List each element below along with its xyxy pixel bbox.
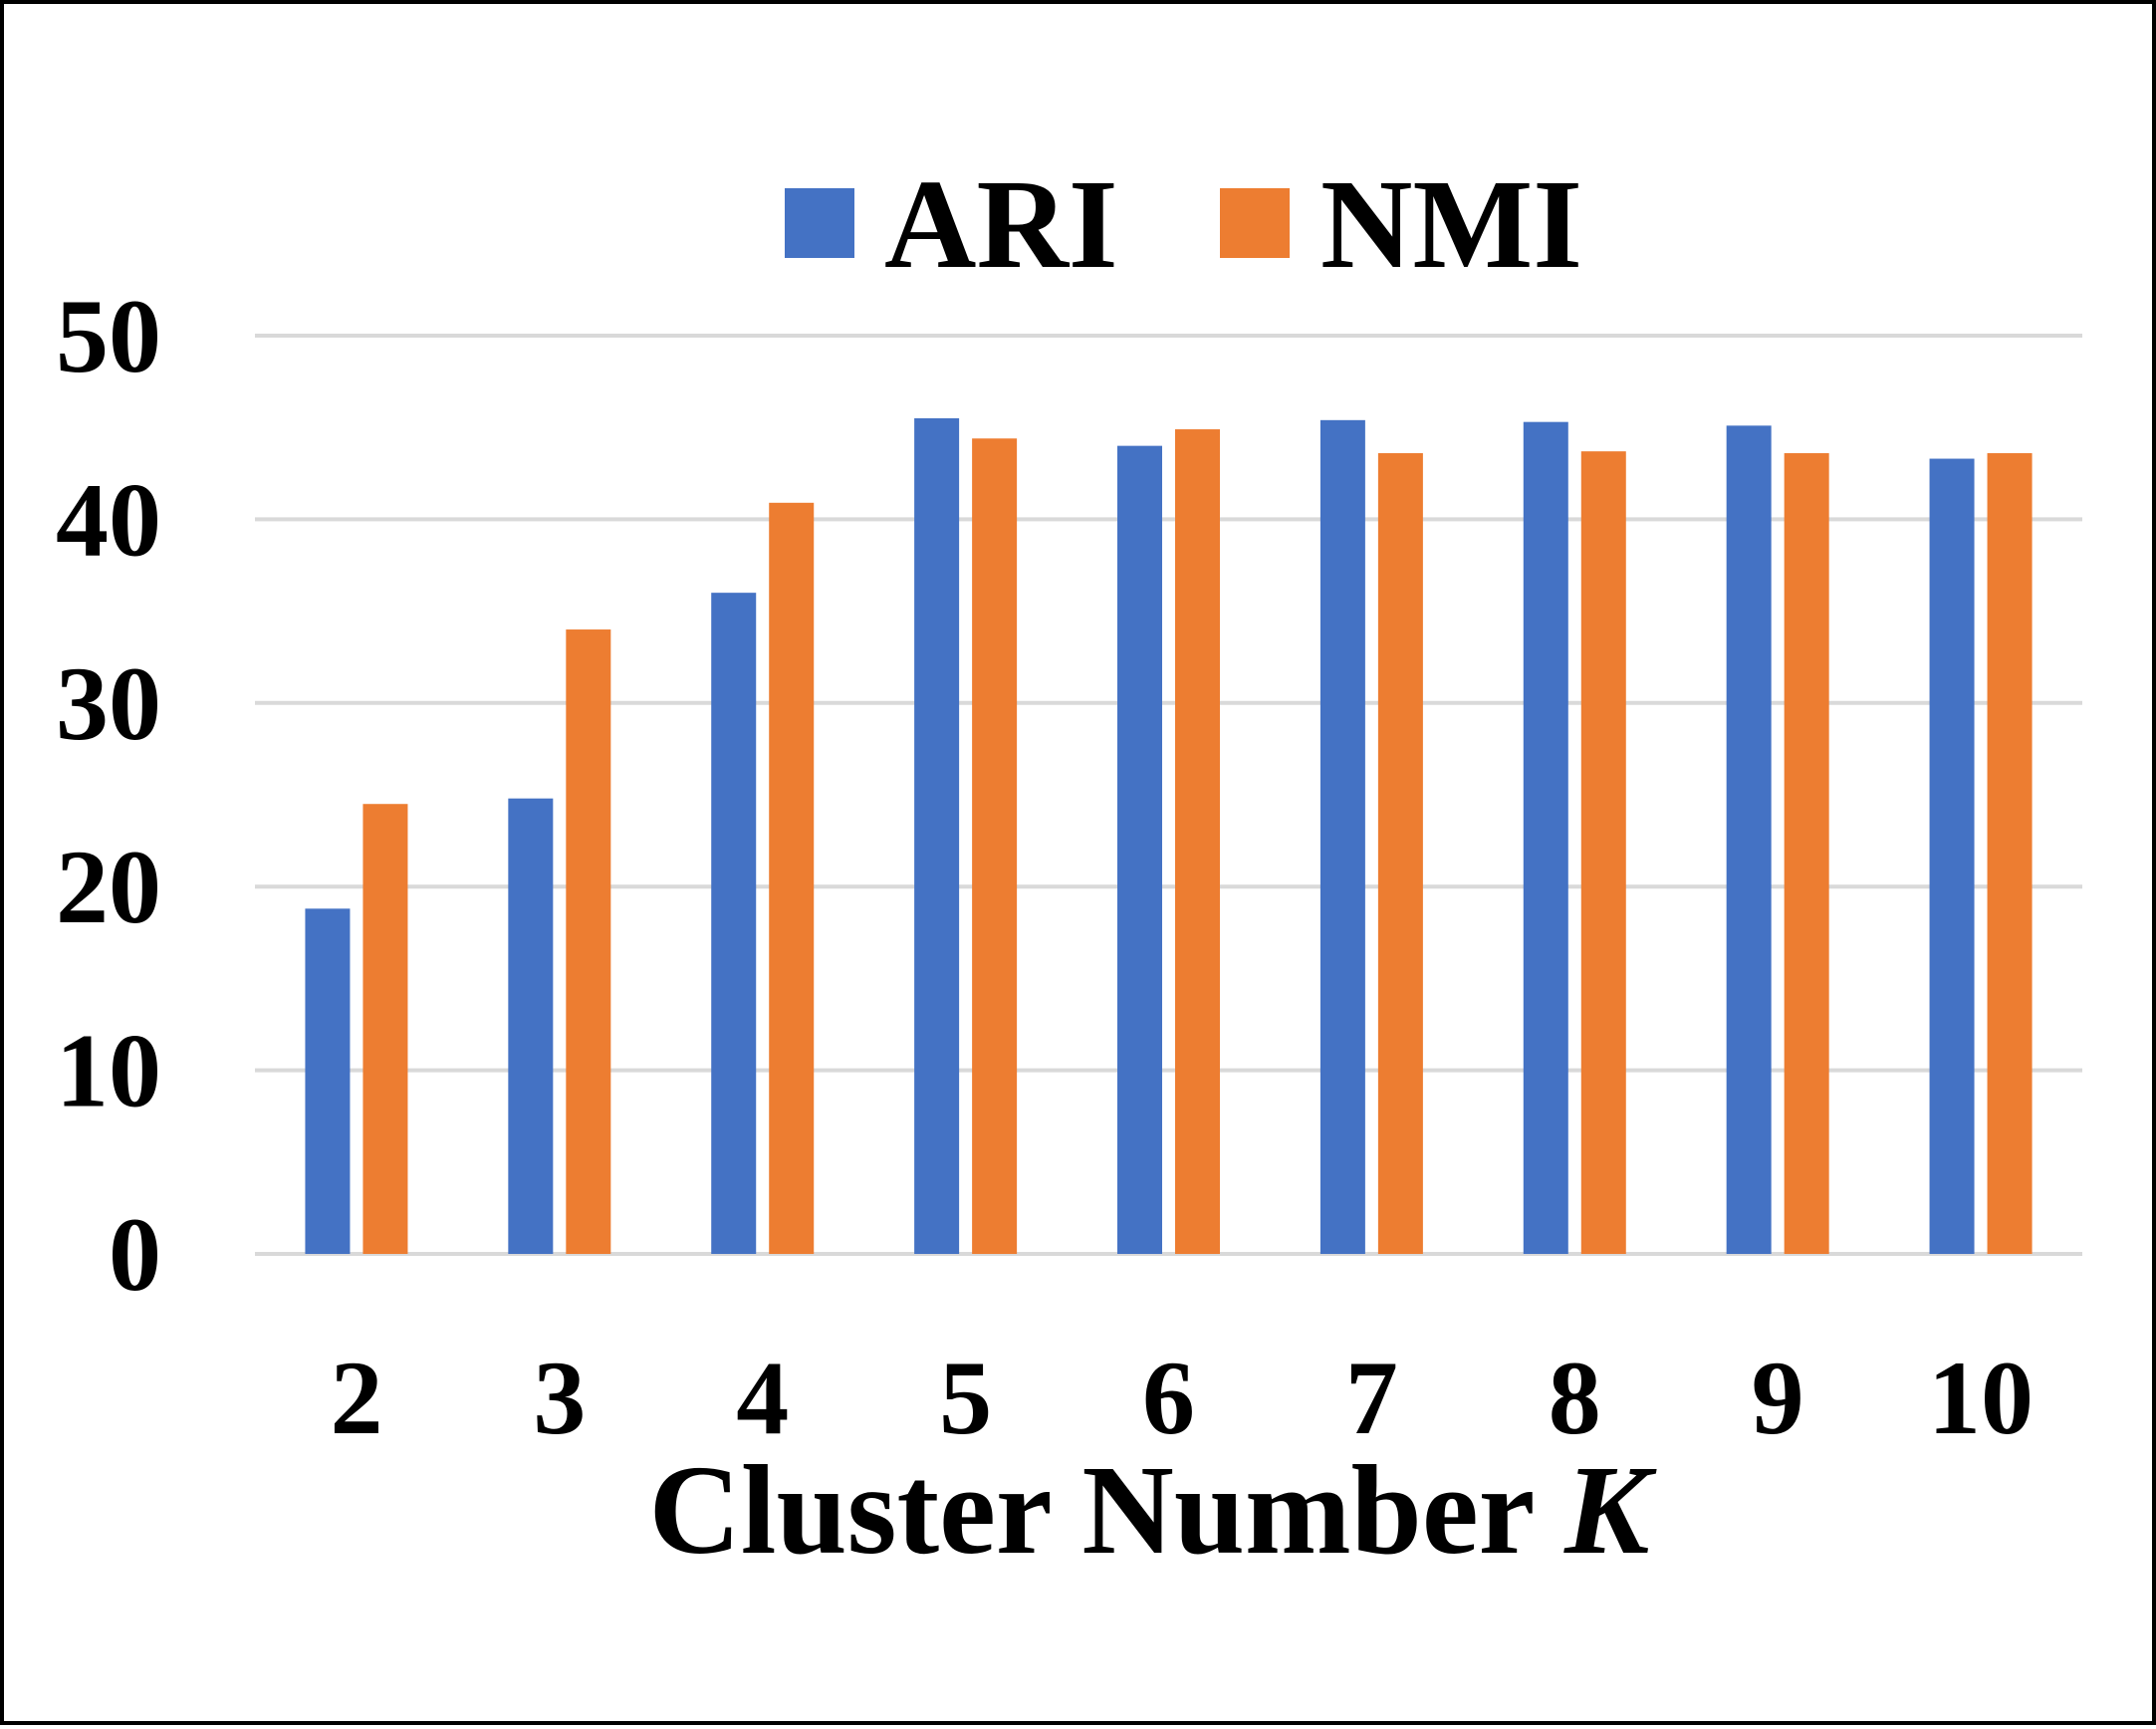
x-tick-label-2: 2 xyxy=(330,1340,382,1456)
bar-ari-10 xyxy=(1929,458,1975,1255)
y-axis-tick-labels: 0 10 20 30 40 50 xyxy=(56,278,161,1313)
bar-ari-4 xyxy=(711,593,757,1254)
x-tick-label-6: 6 xyxy=(1142,1340,1195,1456)
gridlines xyxy=(255,334,2082,1256)
x-axis-title-space xyxy=(1533,1439,1564,1581)
y-tick-label-40: 40 xyxy=(56,461,161,578)
x-axis-title: Cluster Number K xyxy=(648,1439,1657,1581)
x-tick-label-3: 3 xyxy=(533,1340,586,1456)
bar-ari-2 xyxy=(305,908,351,1254)
x-tick-label-4: 4 xyxy=(736,1340,789,1456)
bar-ari-3 xyxy=(508,798,554,1254)
bar-ari-9 xyxy=(1726,425,1772,1255)
x-tick-label-9: 9 xyxy=(1752,1340,1804,1456)
x-tick-label-10: 10 xyxy=(1928,1340,2034,1456)
bar-nmi-6 xyxy=(1175,429,1220,1254)
bar-nmi-8 xyxy=(1580,451,1626,1254)
legend: ARI NMI xyxy=(785,153,1582,295)
bar-nmi-2 xyxy=(362,804,408,1254)
bar-nmi-5 xyxy=(972,438,1018,1254)
y-tick-label-50: 50 xyxy=(56,278,161,394)
bars xyxy=(305,417,2033,1255)
x-axis-tick-labels: 2 3 4 5 6 7 8 9 10 xyxy=(330,1340,2034,1456)
bar-ari-6 xyxy=(1117,445,1162,1254)
bar-nmi-9 xyxy=(1784,453,1829,1254)
y-tick-label-0: 0 xyxy=(109,1196,161,1313)
bar-nmi-4 xyxy=(769,502,815,1255)
x-axis-title-text: Cluster Number xyxy=(648,1439,1533,1581)
legend-swatch-nmi xyxy=(1220,188,1290,258)
y-tick-label-30: 30 xyxy=(56,645,161,762)
y-tick-label-10: 10 xyxy=(56,1013,161,1129)
x-tick-label-5: 5 xyxy=(939,1340,992,1456)
legend-label-ari: ARI xyxy=(884,153,1118,295)
bar-ari-7 xyxy=(1319,419,1365,1255)
x-tick-label-7: 7 xyxy=(1345,1340,1398,1456)
bar-ari-8 xyxy=(1523,421,1568,1255)
bar-chart: 0 10 20 30 40 50 2 3 4 5 6 7 8 9 10 ARI NMI Cluster Nu… xyxy=(56,153,2082,1581)
legend-label-nmi: NMI xyxy=(1320,153,1582,295)
bar-ari-5 xyxy=(914,417,960,1255)
legend-swatch-ari xyxy=(785,188,854,258)
bar-nmi-7 xyxy=(1377,453,1423,1254)
bar-nmi-3 xyxy=(566,629,611,1254)
x-tick-label-8: 8 xyxy=(1549,1340,1601,1456)
bar-nmi-10 xyxy=(1987,453,2033,1254)
y-tick-label-20: 20 xyxy=(56,829,161,945)
x-axis-title-variable: K xyxy=(1563,1439,1657,1581)
